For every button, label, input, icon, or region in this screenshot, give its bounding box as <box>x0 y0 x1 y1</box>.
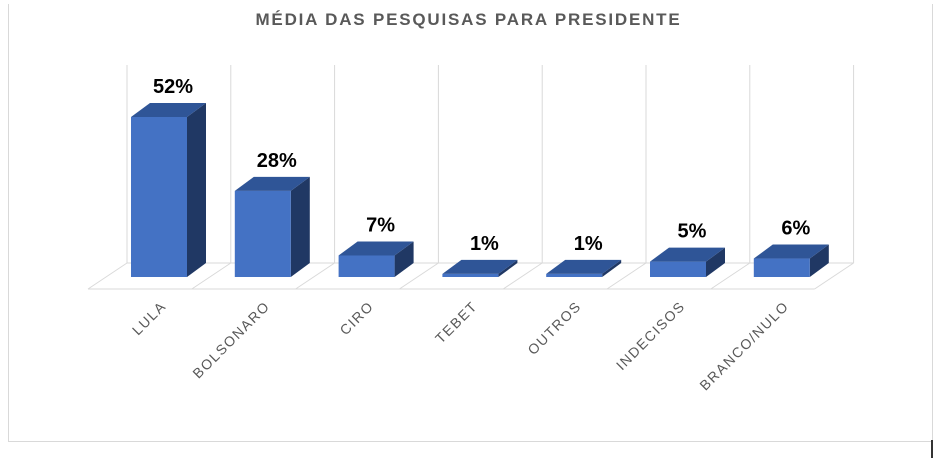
data-label: 5% <box>678 221 707 243</box>
category-label: LULA <box>129 298 169 338</box>
bar <box>753 258 810 277</box>
floor-gridline <box>87 262 128 290</box>
category-label: BOLSONARO <box>189 298 273 382</box>
floor-gridline <box>191 262 232 290</box>
bar <box>546 273 603 277</box>
bar-top <box>546 259 622 274</box>
data-label: 6% <box>781 218 810 240</box>
bar-top <box>442 259 518 274</box>
bar-side <box>602 259 622 277</box>
bar-side <box>498 259 518 277</box>
bar <box>650 261 706 277</box>
category-label: INDECISOS <box>613 298 688 373</box>
bar-top <box>131 103 206 117</box>
bar-top <box>234 176 310 191</box>
category-label: BRANCO/NULO <box>696 298 792 394</box>
chart-frame <box>8 4 933 442</box>
bar-side <box>706 247 725 277</box>
bar <box>234 190 291 277</box>
bar-top <box>650 247 725 262</box>
bar <box>131 117 187 277</box>
floor-gridline <box>399 262 439 290</box>
floor-gridline <box>814 262 854 290</box>
bar-side <box>187 103 206 277</box>
data-label: 52% <box>153 76 193 98</box>
floor-gridline <box>502 262 543 290</box>
floor-gridline <box>606 262 647 290</box>
data-label: 28% <box>257 150 297 172</box>
category-label: OUTROS <box>524 298 584 358</box>
chart-title: MÉDIA DAS PESQUISAS PARA PRESIDENTE <box>255 10 682 29</box>
floor-gridline <box>710 262 751 290</box>
bar-top <box>338 241 414 256</box>
window-edge-marker <box>931 440 933 458</box>
bar <box>338 255 395 277</box>
data-label: 1% <box>470 233 499 255</box>
bar-side <box>290 176 310 277</box>
bar <box>442 273 499 277</box>
data-label: 7% <box>366 214 395 236</box>
category-label: TEBET <box>432 298 481 347</box>
floor-gridline <box>295 262 335 290</box>
data-label: 1% <box>574 233 603 255</box>
category-label: CIRO <box>336 298 376 338</box>
bar-side <box>809 244 829 277</box>
bar-side <box>394 241 414 277</box>
bar-top <box>753 244 829 259</box>
